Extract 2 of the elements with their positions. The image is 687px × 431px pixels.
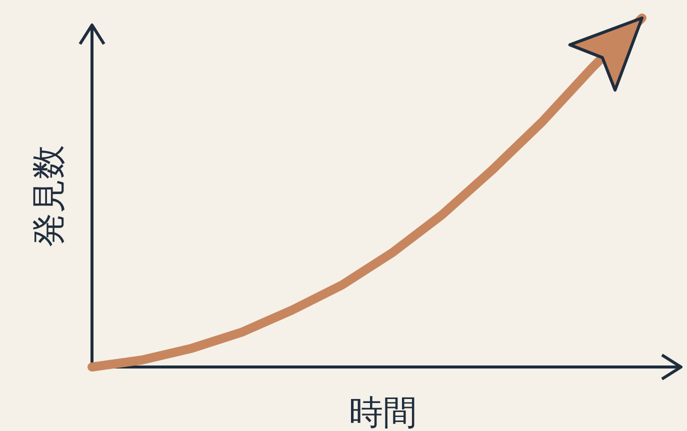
y-axis-title: 発見数 [29,145,69,247]
x-axis-title: 時間 [349,393,417,431]
